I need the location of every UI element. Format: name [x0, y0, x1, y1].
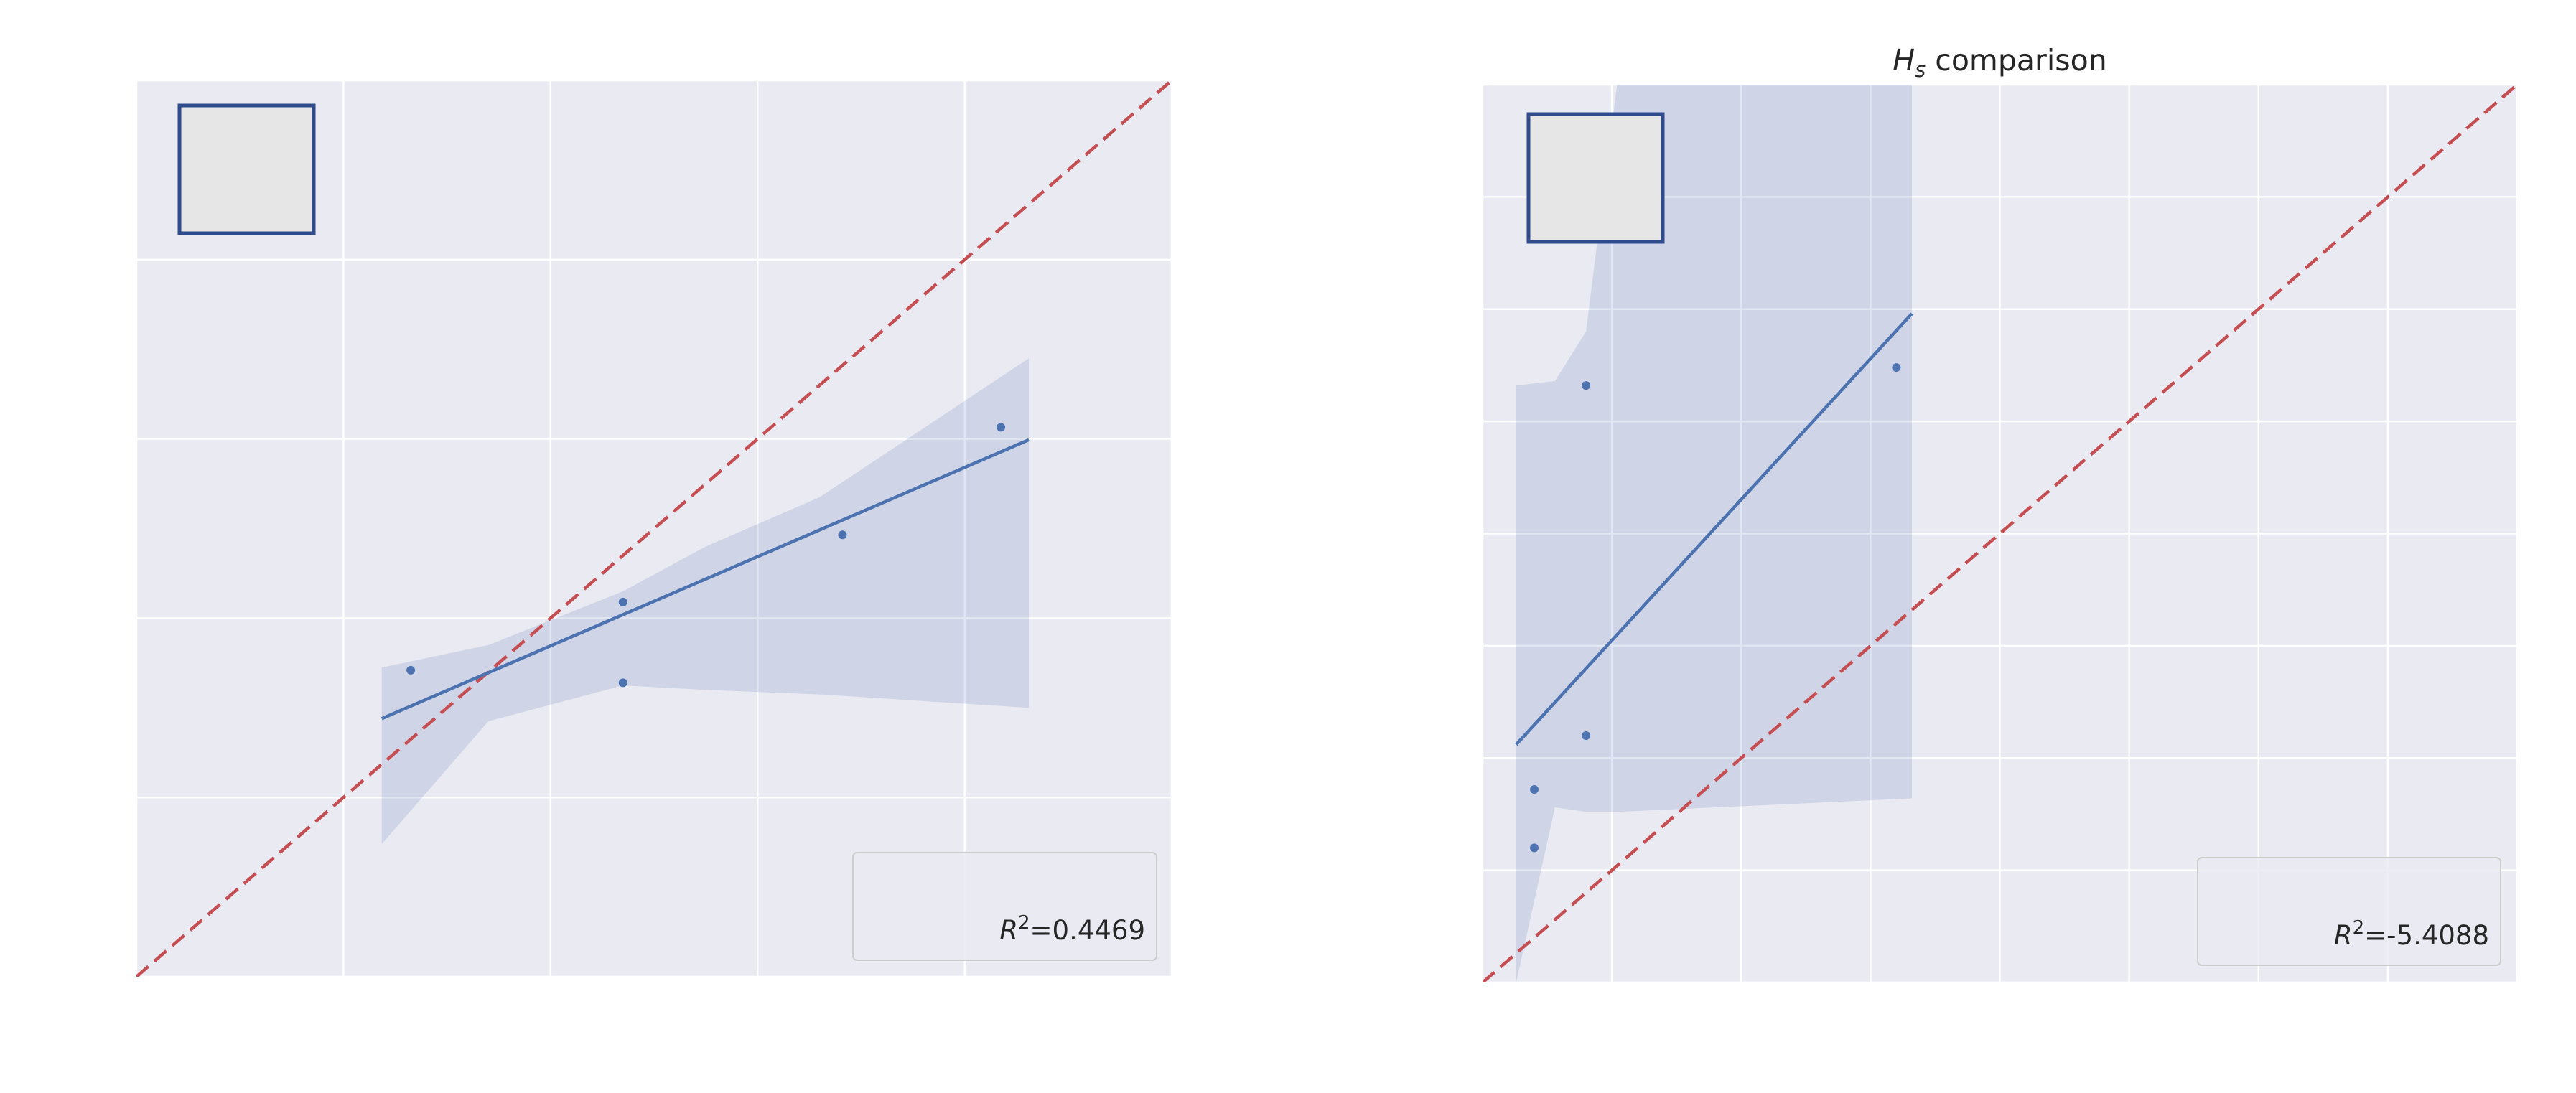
data-point [618, 597, 627, 606]
data-point [997, 423, 1006, 432]
data-point [1530, 843, 1539, 853]
identity-line [136, 80, 1172, 977]
panel-label-box [1526, 112, 1665, 244]
regression-line [381, 438, 1030, 721]
legend-r-squared: R2=0.4469 [999, 912, 1145, 946]
identity-line [1483, 85, 2517, 982]
legend-box [852, 852, 1157, 961]
chart-panel-a: R2=0.4469 [135, 79, 1173, 978]
data-point [1892, 363, 1901, 372]
confidence-band [1516, 85, 1913, 982]
legend-r-squared: R2=-5.4088 [2334, 917, 2489, 951]
plot-content [1483, 85, 2517, 982]
legend-box [2197, 857, 2501, 966]
data-point [1582, 731, 1591, 740]
confidence-band [381, 358, 1030, 845]
data-point [1582, 381, 1591, 390]
data-point [406, 665, 416, 675]
panel-label-box [177, 103, 316, 235]
data-point [618, 678, 627, 688]
data-point [1530, 785, 1539, 794]
plot-content [136, 80, 1172, 977]
chart-panel-b: Hs comparison R2=-5.4088 [1481, 43, 2519, 984]
data-point [838, 530, 847, 540]
regression-line [1515, 312, 1913, 746]
chart-title: Hs comparison [1893, 43, 2106, 82]
